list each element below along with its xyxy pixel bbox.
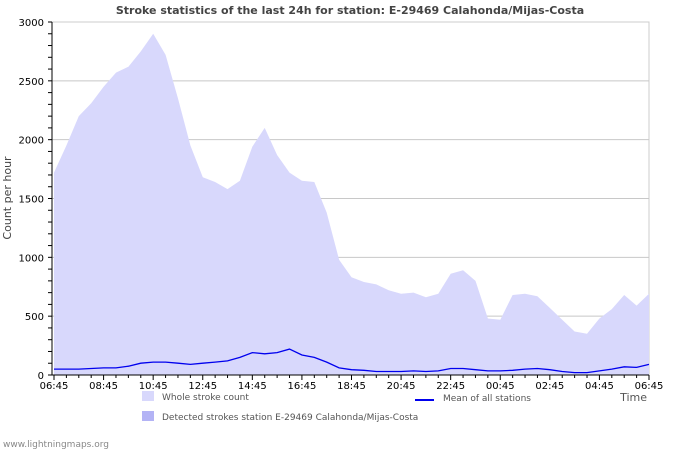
area-series-whole-stroke-count: [54, 33, 649, 376]
legend-label: Detected strokes station E-29469 Calahon…: [162, 413, 418, 423]
y-tick-label: 500: [25, 312, 44, 323]
x-tick-label: 18:45: [337, 381, 366, 392]
x-tick-label: 06:45: [635, 381, 664, 392]
x-tick-label: 08:45: [89, 381, 118, 392]
legend-swatch: [142, 411, 154, 421]
x-tick-label: 00:45: [486, 381, 515, 392]
x-tick-label: 12:45: [188, 381, 217, 392]
x-tick-label: 06:45: [40, 381, 69, 392]
line-series-mean: [54, 348, 650, 374]
footer-credit: www.lightningmaps.org: [3, 440, 109, 450]
legend-label: Mean of all stations: [443, 394, 531, 404]
x-tick-label: 20:45: [387, 381, 416, 392]
y-tick-label: 2000: [19, 136, 44, 147]
legend-swatch: [142, 391, 154, 401]
y-axis-label: Count per hour: [1, 156, 14, 240]
x-tick-label: 16:45: [288, 381, 317, 392]
x-tick-label: 04:45: [585, 381, 614, 392]
x-axis-label: Time: [619, 391, 647, 404]
y-tick-label: 1000: [19, 253, 44, 264]
legend-label: Whole stroke count: [162, 393, 249, 403]
y-tick-label: 3000: [19, 18, 44, 29]
x-tick-label: 22:45: [436, 381, 465, 392]
y-tick-label: 2500: [19, 77, 44, 88]
y-tick-label: 1500: [19, 195, 44, 206]
chart-title: Stroke statistics of the last 24h for st…: [116, 4, 584, 17]
x-tick-label: 14:45: [238, 381, 267, 392]
x-tick-label: 02:45: [535, 381, 564, 392]
x-tick-label: 10:45: [139, 381, 168, 392]
y-tick-label: 0: [38, 371, 44, 382]
